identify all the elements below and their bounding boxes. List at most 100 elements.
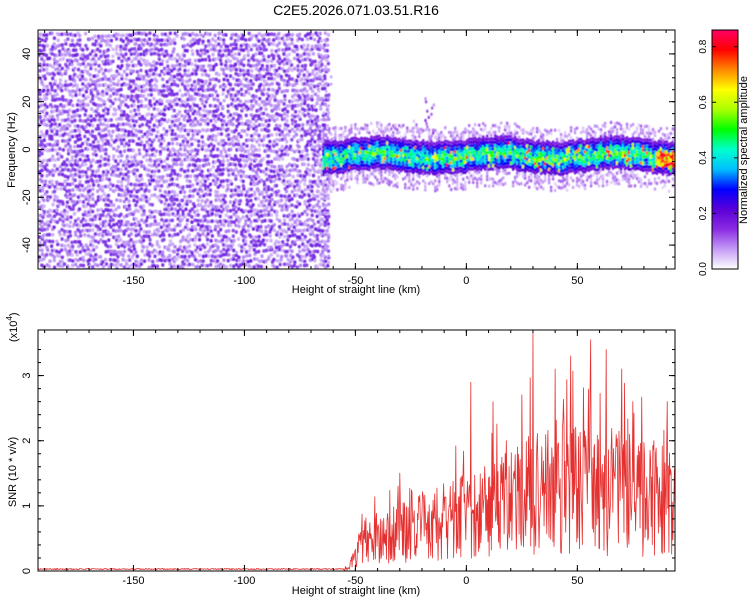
spectrogram-cell [323,207,327,212]
spectrogram-cell [172,37,176,42]
spectrogram-cell [80,184,84,188]
spectrogram-cell [322,204,326,208]
spectrogram-cell [178,88,182,93]
spectrogram-cell [132,194,136,199]
spectrogram-cell [305,212,309,217]
spectrogram-cell [184,31,188,36]
spectrogram-cell [282,214,286,218]
spectrogram-cell [69,197,73,201]
spectrogram-cell [86,202,90,206]
spectrogram-cell [167,67,171,72]
spectrogram-cell [168,253,172,258]
spectrogram-cell [297,72,302,76]
spectrogram-cell [284,254,288,258]
spectrogram-cell [283,94,287,98]
spectrogram-cell [316,118,320,123]
spectrogram-cell [217,269,220,273]
spectrogram-cell [342,161,345,165]
spectrogram-cell [63,53,67,57]
spectrogram-cell [297,94,301,99]
spectrogram-cell [98,174,102,179]
spectrogram-cell [308,179,312,184]
spectrogram-cell [125,73,129,77]
spectrogram-cell [362,127,365,131]
spectrogram-cell [63,185,67,189]
spectrogram-cell [378,161,381,165]
spectrogram-cell [348,145,351,149]
spectrogram-cell [206,122,210,126]
spectrogram-cell [160,184,164,188]
spectrogram-cell [49,134,54,139]
spectrogram-cell [103,157,107,161]
spectrogram-cell [167,164,172,169]
spectrogram-cell [60,243,64,248]
spectrogram-cell [214,77,218,82]
spectrogram-cell [322,132,325,137]
spectrogram-cell [42,227,47,232]
spectrogram-cell [291,104,295,108]
spectrogram-cell [319,258,323,262]
spectrogram-cell [244,38,248,42]
spectrogram-cell [66,83,70,88]
spectrogram-cell [99,54,103,59]
spectrogram-cell [223,200,227,205]
spectrogram-cell [253,164,257,169]
spectrogram-cell [180,167,184,172]
spectrogram-cell [171,114,175,119]
spectrogram-cell [287,77,292,81]
spectrogram-cell [65,200,70,205]
spectrogram-cell [372,162,375,167]
spectrogram-cell [149,73,153,77]
spectrogram-cell [228,200,233,204]
spectrogram-cell [159,199,163,204]
spectrogram-cell [222,41,226,46]
spectrogram-cell [298,263,302,268]
spectrogram-cell [356,167,359,171]
spectrogram-cell [69,173,73,178]
spectrogram-cell [98,49,102,54]
spectrogram-cell [45,105,49,109]
spectrogram-cell [71,259,75,263]
spectrogram-cell [326,33,331,37]
spectrogram-cell [112,154,116,158]
spectrogram-cell [42,84,46,88]
spectrogram-cell [206,88,210,92]
spectrogram-cell [131,240,135,245]
spectrogram-cell [172,228,176,232]
spectrogram-cell [122,199,126,204]
spectrogram-cell [272,228,276,233]
spectrogram-cell [55,239,59,244]
spectrogram-cell [78,114,82,118]
spectrogram-cell [257,217,261,222]
spectrogram-cell [134,119,138,124]
spectrogram-cell [228,74,233,78]
spectrogram-cell [234,263,239,267]
spectrogram-cell [113,97,118,102]
spectrogram-cell [360,150,363,154]
spectrogram-cell [259,169,263,174]
spectrogram-cell [197,139,201,144]
spectrogram-cell [127,159,131,164]
spectrogram-cell [115,148,119,153]
spectrogram-cell [162,107,167,112]
spectrogram-cell [222,223,226,227]
spectrogram-cell [180,99,184,104]
spectrogram-cell [176,217,180,221]
spectrogram-cell [326,249,331,253]
spectrogram-cell [132,187,136,191]
spectrogram-cell [232,267,236,269]
spectrogram-cell [134,259,138,264]
spectrogram-cell [170,265,174,269]
spectrogram-cell [101,89,105,94]
spectrogram-cell [303,178,307,183]
spectrogram-cell [122,265,126,269]
spectrogram-cell [57,202,61,207]
spectrogram-cell [326,163,329,167]
spectrogram-cell [122,189,127,194]
spectrogram-cell [55,129,59,134]
spectrogram-cell [65,189,69,194]
spectrogram-cell [283,107,287,111]
spectrogram-cell [144,184,149,188]
spectrogram-cell [356,174,359,178]
spectrogram-cell [254,250,258,254]
